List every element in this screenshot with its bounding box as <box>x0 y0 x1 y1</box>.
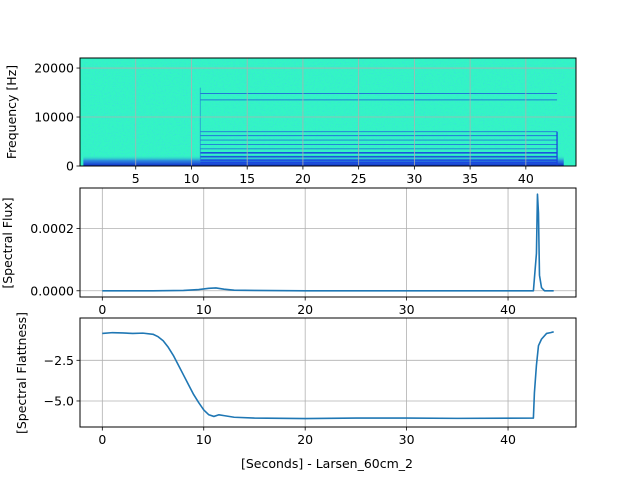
spectrogram-y-ticks: 0 10000 20000 <box>34 61 80 174</box>
spec-y-tick-label: 20000 <box>34 61 74 76</box>
flatness-panel: 0 10 20 30 40 −2.5−5.0 [Spectral Flattness] … <box>14 312 577 471</box>
flatness-xlabel: [Seconds] - Larsen_60cm_2 <box>241 456 413 471</box>
spec-y-tick-label: 10000 <box>34 110 74 125</box>
spec-x-tick-label: 20 <box>295 171 311 186</box>
flat-x-tick-label: 10 <box>196 432 212 447</box>
flux-x-tick-label: 0 <box>98 302 106 317</box>
flux-x-tick-label: 40 <box>500 302 516 317</box>
flux-x-tick-label: 10 <box>196 302 212 317</box>
spectrogram-noise-texture <box>80 58 576 166</box>
spec-x-tick-label: 25 <box>351 171 367 186</box>
flat-x-tick-label: 20 <box>297 432 313 447</box>
flat-x-tick-label: 40 <box>500 432 516 447</box>
flatness-y-ticks: −2.5 −5.0 <box>44 353 80 408</box>
flux-x-tick-label: 30 <box>399 302 415 317</box>
flat-y-tick-label: −2.5 <box>44 353 74 368</box>
spectrogram-panel: 5 10 15 20 25 30 35 40 0 10000 20000 Frequency [H… <box>4 57 577 186</box>
flatness-ylabel: [Spectral Flattness] <box>14 312 29 434</box>
flux-x-tick-label: 20 <box>297 302 313 317</box>
spec-x-tick-label: 10 <box>184 171 200 186</box>
spec-x-tick-label: 5 <box>132 171 140 186</box>
flux-y-tick-label: 0.0002 <box>30 221 74 236</box>
spec-x-tick-label: 40 <box>518 171 534 186</box>
flux-panel: 0 10 20 30 40 0.0000 0.0002 [Spectral Flux] <box>0 187 577 317</box>
spec-x-tick-label: 30 <box>406 171 422 186</box>
flux-grid <box>80 188 576 297</box>
flat-x-tick-label: 0 <box>98 432 106 447</box>
flux-series-line <box>102 193 554 292</box>
flux-x-ticks: 0 10 20 30 40 <box>98 297 516 317</box>
spectrogram-ylabel: Frequency [Hz] <box>4 65 19 159</box>
flatness-x-ticks: 0 10 20 30 40 <box>98 427 516 447</box>
flux-frame <box>79 187 577 298</box>
spectrogram-harmonic-lines <box>199 87 558 166</box>
flatness-frame <box>79 317 577 428</box>
flux-y-tick-label: 0.0000 <box>30 283 74 298</box>
spectrogram-frame <box>79 57 577 167</box>
spec-y-tick-label: 0 <box>66 159 74 174</box>
spec-x-tick-label: 15 <box>239 171 255 186</box>
flux-y-ticks: 0.0000 0.0002 <box>30 221 80 298</box>
spec-x-tick-label: 35 <box>462 171 478 186</box>
flat-x-tick-label: 30 <box>399 432 415 447</box>
flat-y-tick-label: −5.0 <box>44 393 74 408</box>
flux-ylabel: [Spectral Flux] <box>0 197 15 288</box>
flatness-series-line <box>102 331 554 420</box>
spectrogram-x-ticks: 5 10 15 20 25 30 35 40 <box>132 166 534 186</box>
